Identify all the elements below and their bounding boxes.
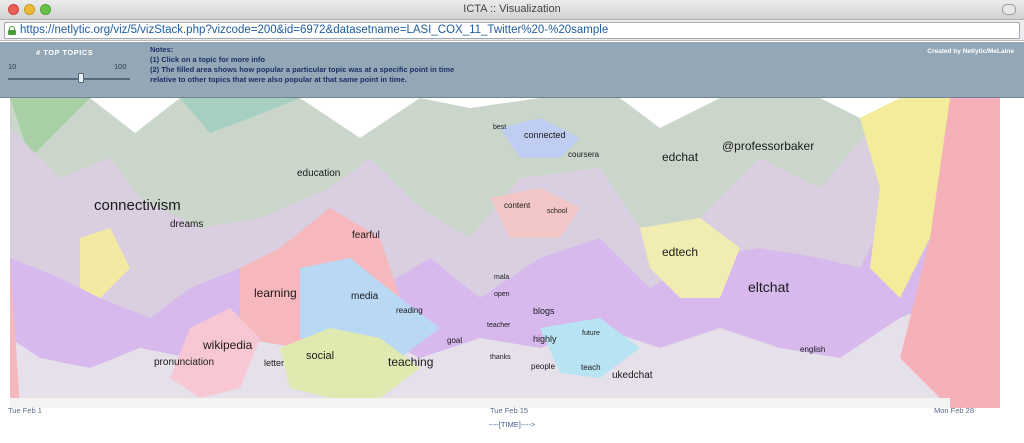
stream-layer[interactable] bbox=[640, 218, 740, 298]
topic-label[interactable]: pronunciation bbox=[154, 357, 215, 368]
topic-label[interactable]: goal bbox=[447, 336, 463, 345]
stream-baseline bbox=[10, 398, 950, 408]
stream-layer[interactable] bbox=[490, 188, 580, 238]
topics-slider-track[interactable] bbox=[8, 78, 130, 80]
toolbar-toggle-button[interactable] bbox=[1002, 4, 1016, 15]
topic-label[interactable]: connectivism bbox=[94, 197, 181, 214]
topic-label[interactable]: eltchat bbox=[748, 279, 790, 295]
title-bar: ICTA :: Visualization bbox=[0, 0, 1024, 20]
topic-label[interactable]: mala bbox=[494, 274, 510, 281]
notes-line-1: (1) Click on a topic for more info bbox=[150, 55, 266, 64]
stream-layer[interactable] bbox=[900, 98, 1000, 408]
credit-text: Created by Netlytic/MeLaine bbox=[927, 48, 1014, 55]
streamgraph: connectivism dreams education fearful le… bbox=[0, 98, 1024, 408]
topic-label[interactable]: wikipedia bbox=[203, 338, 253, 352]
topic-label[interactable]: teaching bbox=[388, 355, 434, 369]
topic-label[interactable]: teach bbox=[581, 363, 601, 372]
notes-line-2: (2) The filled area shows how popular a … bbox=[150, 65, 455, 74]
x-tick-label: Tue Feb 15 bbox=[490, 406, 529, 415]
stream-layer[interactable] bbox=[80, 228, 130, 298]
topic-label[interactable]: future bbox=[582, 330, 600, 337]
streamgraph-svg bbox=[10, 98, 1000, 408]
topic-label[interactable]: dreams bbox=[170, 219, 204, 230]
address-bar: https://netlytic.org/viz/5/vizStack.php?… bbox=[0, 20, 1024, 41]
notes-panel: Notes: (1) Click on a topic for more inf… bbox=[150, 45, 454, 85]
topic-label[interactable]: coursera bbox=[568, 150, 600, 159]
topic-label[interactable]: education bbox=[297, 168, 341, 179]
topic-label[interactable]: learning bbox=[254, 286, 297, 300]
topic-label[interactable]: connected bbox=[524, 130, 566, 140]
stream-layer[interactable] bbox=[10, 98, 90, 158]
topic-label[interactable]: highly bbox=[533, 334, 557, 344]
stream-layer[interactable] bbox=[10, 98, 950, 318]
topic-label[interactable]: ukedchat bbox=[612, 370, 653, 381]
topic-label[interactable]: edchat bbox=[662, 150, 699, 164]
topic-label[interactable]: thanks bbox=[490, 354, 511, 361]
topic-label[interactable]: media bbox=[351, 291, 379, 302]
topic-label[interactable]: letter bbox=[264, 358, 285, 368]
topics-slider-label: # TOP TOPICS bbox=[36, 48, 94, 57]
slider-max-label: 100 bbox=[114, 62, 127, 71]
topic-label[interactable]: reading bbox=[396, 306, 423, 315]
stream-layer[interactable] bbox=[180, 98, 300, 133]
stream-layer[interactable] bbox=[500, 118, 580, 158]
url-field[interactable]: https://netlytic.org/viz/5/vizStack.php?… bbox=[4, 22, 1020, 39]
topic-label[interactable]: school bbox=[547, 208, 568, 215]
topic-label[interactable]: social bbox=[306, 350, 335, 362]
x-tick-label: Mon Feb 28 bbox=[934, 406, 975, 415]
topic-label[interactable]: english bbox=[800, 345, 826, 354]
stream-layer[interactable] bbox=[10, 258, 20, 408]
slider-min-label: 10 bbox=[8, 62, 17, 71]
topic-label[interactable]: edtech bbox=[662, 245, 699, 259]
notes-heading: Notes: bbox=[150, 45, 174, 54]
stream-layer[interactable] bbox=[860, 98, 950, 298]
topic-label[interactable]: fearful bbox=[352, 230, 380, 241]
minimize-icon[interactable] bbox=[24, 4, 35, 15]
zoom-icon[interactable] bbox=[40, 4, 51, 15]
lock-icon bbox=[8, 26, 16, 35]
stream-layer[interactable] bbox=[170, 308, 260, 398]
topic-label[interactable]: people bbox=[531, 362, 556, 371]
x-axis-title: ----[TIME]----> bbox=[488, 420, 536, 429]
x-tick-label: Tue Feb 1 bbox=[8, 406, 42, 415]
stream-layer[interactable] bbox=[540, 318, 640, 378]
window-title: ICTA :: Visualization bbox=[463, 3, 561, 15]
topic-label[interactable]: best bbox=[493, 124, 507, 131]
stream-layer[interactable] bbox=[10, 298, 950, 408]
topic-label[interactable]: @professorbaker bbox=[722, 139, 815, 153]
close-icon[interactable] bbox=[8, 4, 19, 15]
topic-label[interactable]: teacher bbox=[487, 322, 511, 329]
control-panel: # TOP TOPICS 10 100 Notes: (1) Click on … bbox=[0, 42, 1024, 98]
topic-label[interactable]: content bbox=[504, 201, 531, 210]
stream-layer[interactable] bbox=[280, 328, 420, 398]
topic-label[interactable]: open bbox=[494, 291, 510, 298]
topic-label[interactable]: blogs bbox=[533, 306, 555, 316]
notes-line-3: relative to other topics that were also … bbox=[150, 75, 407, 84]
url-text: https://netlytic.org/viz/5/vizStack.php?… bbox=[20, 24, 609, 36]
topics-slider-thumb[interactable] bbox=[77, 73, 84, 83]
